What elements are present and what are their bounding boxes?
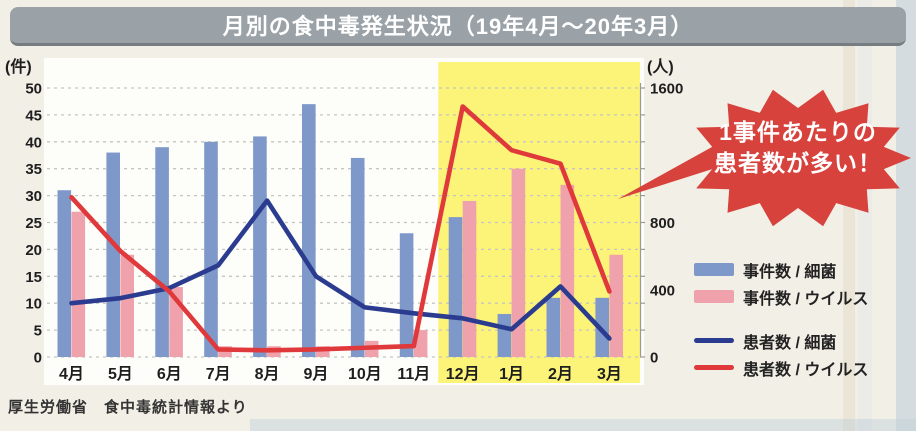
line-bacteria — [69, 198, 612, 341]
line-virus — [69, 104, 612, 353]
source-note: 厚生労働省 食中毒統計情報より — [8, 399, 248, 416]
chart-title-bar: 月別の食中毒発生状況（19年4月～20年3月） — [10, 7, 906, 46]
svg-text:0: 0 — [34, 350, 42, 367]
bar-swatch-virus-icon — [694, 290, 734, 303]
starburst-callout — [618, 89, 911, 227]
svg-text:4月: 4月 — [59, 365, 84, 383]
svg-text:1月: 1月 — [499, 365, 524, 383]
paper-texture-stripe — [896, 0, 916, 431]
callout-line2: 患者数が多い！ — [714, 150, 882, 176]
legend-label: 患者数 / 細菌 — [743, 334, 837, 352]
svg-text:12月: 12月 — [446, 365, 480, 383]
svg-text:10: 10 — [25, 296, 42, 313]
starburst-shape — [618, 89, 911, 227]
svg-text:15: 15 — [25, 269, 42, 286]
svg-text:5: 5 — [34, 323, 42, 340]
gridlines — [47, 87, 640, 358]
svg-text:1600: 1600 — [650, 81, 683, 98]
right-axis-ticks: 1600 800 400 0 — [650, 81, 683, 367]
line-swatch-virus-icon — [694, 365, 734, 370]
svg-text:30: 30 — [25, 188, 42, 205]
line-swatch-bacteria-icon — [694, 338, 734, 343]
svg-text:11月: 11月 — [397, 365, 430, 383]
svg-text:9月: 9月 — [304, 365, 329, 383]
paper-texture-stripe — [843, 0, 855, 431]
paper-texture-band — [250, 419, 916, 431]
svg-text:10月: 10月 — [348, 365, 382, 383]
bars-bacteria — [57, 104, 609, 357]
svg-text:35: 35 — [25, 161, 42, 178]
chart-title: 月別の食中毒発生状況（19年4月～20年3月） — [222, 14, 694, 39]
legend-item-patients-virus: 患者数 / ウイルス — [694, 354, 868, 381]
svg-text:7月: 7月 — [206, 365, 231, 383]
svg-text:8月: 8月 — [255, 365, 280, 383]
right-axis — [639, 83, 645, 358]
svg-text:2月: 2月 — [548, 365, 573, 383]
bar-swatch-bacteria-icon — [694, 263, 734, 276]
right-axis-unit: (人) — [647, 58, 674, 76]
svg-text:45: 45 — [25, 107, 42, 124]
legend-item-patients-bacteria: 患者数 / 細菌 — [694, 327, 868, 354]
svg-text:5月: 5月 — [108, 365, 133, 383]
legend-item-cases-virus: 事件数 / ウイルス — [694, 283, 868, 310]
svg-text:20: 20 — [25, 242, 42, 259]
svg-text:6月: 6月 — [157, 365, 182, 383]
svg-text:50: 50 — [25, 81, 42, 98]
svg-text:40: 40 — [25, 134, 42, 151]
svg-text:400: 400 — [650, 282, 675, 299]
bars-virus — [71, 168, 623, 357]
callout-text: 1事件あたりの 患者数が多い！ — [680, 117, 916, 179]
legend: 事件数 / 細菌 事件数 / ウイルス 患者数 / 細菌 患者数 / ウイルス — [694, 256, 868, 381]
legend-item-cases-bacteria: 事件数 / 細菌 — [694, 256, 868, 283]
month-labels: 4月 5月 6月 7月 8月 9月 10月 11月 12月 1月 2月 3月 — [59, 365, 622, 383]
left-axis-unit: (件) — [5, 57, 32, 76]
svg-text:3月: 3月 — [597, 365, 622, 383]
svg-text:800: 800 — [650, 215, 675, 232]
legend-label: 事件数 / ウイルス — [743, 290, 869, 308]
legend-label: 事件数 / 細菌 — [743, 263, 837, 281]
legend-label: 患者数 / ウイルス — [743, 361, 869, 379]
callout-line1: 1事件あたりの — [719, 119, 877, 145]
svg-text:25: 25 — [25, 215, 42, 232]
svg-text:0: 0 — [650, 350, 658, 367]
